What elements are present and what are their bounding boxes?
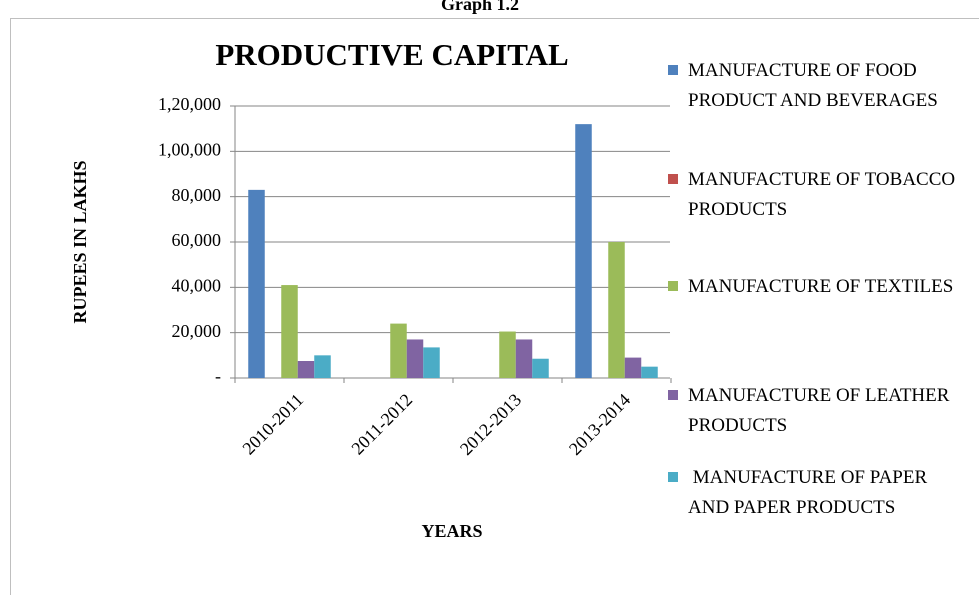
y-tick-label: 1,20,000 <box>158 94 221 114</box>
y-tick-label: 1,00,000 <box>158 139 221 159</box>
y-tick-label: 80,000 <box>172 185 222 205</box>
x-tick-label: 2011-2012 <box>347 390 416 459</box>
bar <box>499 331 516 378</box>
x-tick-label: 2010-2011 <box>238 390 307 459</box>
bar <box>281 285 298 378</box>
legend-swatch <box>668 174 678 184</box>
bar <box>575 124 592 378</box>
legend-label: MANUFACTURE OF PAPER AND PAPER PRODUCTS <box>688 467 931 518</box>
legend-item: MANUFACTURE OF TOBACCO PRODUCTS <box>668 165 958 224</box>
x-tick-label: 2012-2013 <box>456 390 525 459</box>
bar <box>641 366 658 378</box>
bar <box>624 357 642 378</box>
y-axis-label: RUPEES IN LAKHS <box>70 160 90 323</box>
bar <box>423 347 440 378</box>
legend-label: MANUFACTURE OF TOBACCO PRODUCTS <box>688 169 960 220</box>
bar <box>515 339 533 378</box>
bar <box>406 339 424 378</box>
bar <box>608 242 625 378</box>
x-axis-label: YEARS <box>421 521 482 541</box>
legend-label: MANUFACTURE OF FOOD PRODUCT AND BEVERAGE… <box>688 60 938 111</box>
legend-swatch <box>668 390 678 400</box>
bar <box>390 323 407 378</box>
legend-item: MANUFACTURE OF FOOD PRODUCT AND BEVERAGE… <box>668 56 958 115</box>
y-tick-label: - <box>215 366 221 386</box>
y-tick-label: 40,000 <box>172 275 222 295</box>
bar <box>532 358 549 378</box>
x-tick-label: 2013-2014 <box>565 390 634 459</box>
legend-item: MANUFACTURE OF TEXTILES <box>668 272 958 302</box>
legend-swatch <box>668 281 678 291</box>
graph-header: Graph 1.2 <box>441 0 519 14</box>
y-tick-label: 20,000 <box>172 321 222 341</box>
legend-item: MANUFACTURE OF PAPER AND PAPER PRODUCTS <box>668 463 958 522</box>
legend-label: MANUFACTURE OF TEXTILES <box>688 276 954 297</box>
bar <box>248 189 265 378</box>
legend-swatch <box>668 65 678 75</box>
chart-title: PRODUCTIVE CAPITAL <box>215 37 568 72</box>
bar <box>314 355 331 378</box>
y-tick-label: 60,000 <box>172 230 222 250</box>
bar <box>297 361 315 378</box>
legend-label: MANUFACTURE OF LEATHER PRODUCTS <box>688 385 955 436</box>
legend-item: MANUFACTURE OF LEATHER PRODUCTS <box>668 381 958 440</box>
chart-frame <box>10 18 979 595</box>
legend-swatch <box>668 472 678 482</box>
